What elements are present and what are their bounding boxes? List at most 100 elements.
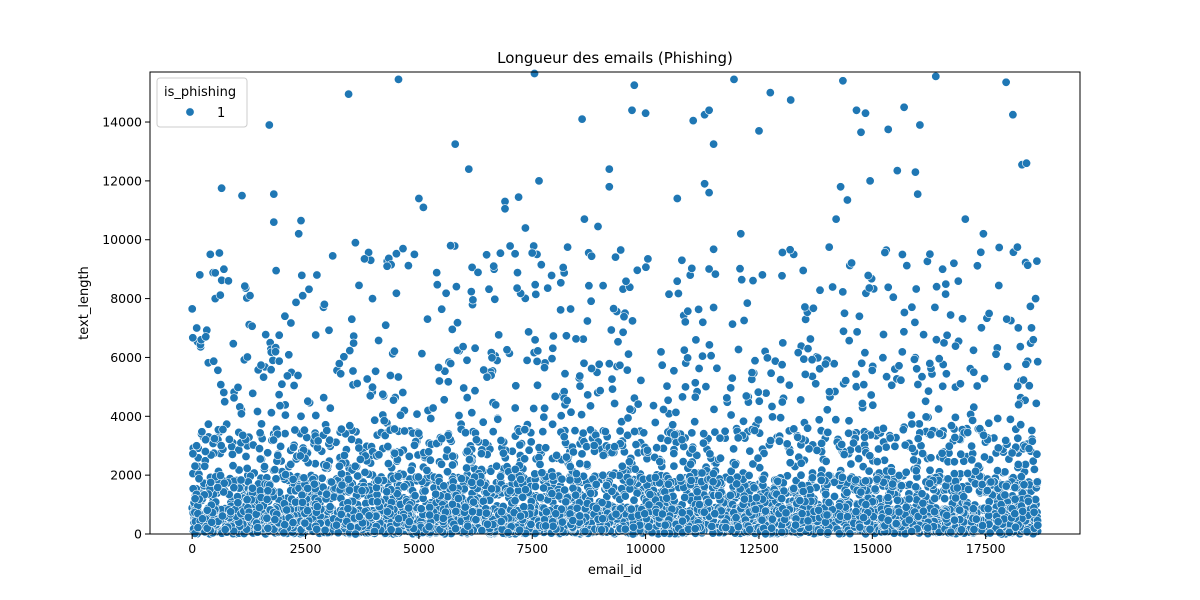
data-point	[333, 528, 343, 538]
data-point	[270, 465, 280, 475]
data-point	[755, 463, 765, 473]
data-point	[692, 487, 702, 497]
data-point	[460, 502, 470, 512]
data-point	[520, 425, 530, 435]
data-point	[1032, 477, 1042, 487]
data-point	[859, 513, 869, 523]
data-point	[484, 284, 494, 294]
data-point	[565, 462, 575, 472]
data-point	[773, 476, 783, 486]
data-point	[566, 407, 576, 417]
data-point	[907, 443, 917, 453]
data-point	[753, 415, 763, 425]
data-point	[560, 485, 570, 495]
data-point	[467, 262, 477, 272]
data-point	[535, 459, 545, 469]
data-point	[881, 442, 891, 452]
data-point	[530, 280, 540, 290]
data-point	[570, 426, 580, 436]
data-point	[662, 381, 672, 391]
data-point	[550, 391, 560, 401]
data-point	[699, 429, 709, 439]
data-point	[625, 404, 635, 414]
data-point	[311, 330, 321, 340]
data-point	[737, 275, 747, 285]
data-point	[365, 391, 375, 401]
data-point	[299, 473, 309, 483]
data-point	[280, 311, 290, 321]
data-point	[309, 479, 319, 489]
data-point	[817, 438, 827, 448]
data-point	[507, 473, 517, 483]
data-point	[1027, 436, 1037, 446]
data-point	[371, 483, 381, 493]
data-point	[621, 276, 631, 286]
data-point	[680, 492, 690, 502]
data-point	[898, 425, 908, 435]
data-point	[1021, 359, 1031, 369]
data-point	[648, 401, 658, 411]
data-point	[729, 444, 739, 454]
data-point	[844, 416, 854, 426]
data-point	[925, 358, 935, 368]
data-point	[867, 365, 877, 375]
data-point	[807, 355, 817, 365]
data-point	[863, 270, 873, 280]
data-point	[360, 467, 370, 477]
data-point	[259, 372, 269, 382]
data-point	[887, 380, 897, 390]
data-point	[829, 359, 839, 369]
data-point	[923, 386, 933, 396]
data-point	[188, 449, 198, 459]
data-point	[897, 347, 907, 357]
data-point	[391, 288, 401, 298]
data-point	[273, 450, 283, 460]
data-point	[847, 258, 857, 268]
data-point	[495, 248, 505, 258]
data-point	[917, 489, 927, 499]
data-point	[715, 433, 725, 443]
data-point	[288, 442, 298, 452]
data-point	[339, 450, 349, 460]
data-point	[370, 415, 380, 425]
data-point	[367, 382, 377, 392]
data-point	[288, 474, 298, 484]
data-point	[391, 249, 401, 259]
data-point	[417, 349, 427, 359]
data-point	[959, 492, 969, 502]
data-point	[615, 360, 625, 370]
data-point	[766, 368, 776, 378]
data-point	[946, 310, 956, 320]
data-point	[190, 461, 200, 471]
data-point	[233, 382, 243, 392]
data-point	[899, 327, 909, 337]
data-point	[815, 285, 825, 295]
data-point	[742, 298, 752, 308]
data-point	[289, 380, 299, 390]
data-point	[200, 461, 210, 471]
data-point	[650, 472, 660, 482]
data-point	[994, 280, 1004, 290]
data-point	[844, 336, 854, 346]
data-point	[784, 380, 794, 390]
data-point	[930, 493, 940, 503]
data-point	[701, 382, 711, 392]
data-point	[584, 281, 594, 291]
data-point	[374, 450, 384, 460]
data-point	[518, 492, 528, 502]
data-point	[348, 366, 358, 376]
data-point	[824, 387, 834, 397]
data-point	[219, 387, 229, 397]
data-point	[628, 522, 638, 532]
data-point	[710, 269, 720, 279]
data-point	[321, 461, 331, 471]
data-point	[218, 424, 228, 434]
data-point	[467, 477, 477, 487]
data-point	[795, 496, 805, 506]
data-point	[705, 449, 715, 459]
data-point	[262, 494, 272, 504]
data-point	[487, 353, 497, 363]
data-point	[844, 428, 854, 438]
data-point	[220, 397, 230, 407]
data-point	[820, 517, 830, 527]
